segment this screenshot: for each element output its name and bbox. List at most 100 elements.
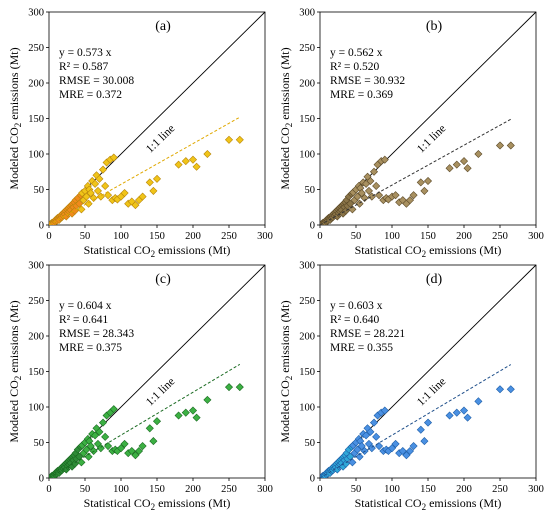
panel-a: 0 50 100 150 200 250 300 0 50 100 150 200 250 300 Stat… bbox=[7, 8, 273, 260]
data-point bbox=[387, 444, 397, 453]
x-axis-label-pre: Statistical CO bbox=[355, 243, 422, 257]
x-tick-label: 100 bbox=[113, 484, 129, 495]
stat-mre: MRE = 0.372 bbox=[59, 89, 122, 101]
data-point bbox=[75, 199, 84, 208]
stat-r2: R² = 0.520 bbox=[330, 61, 379, 73]
data-point bbox=[95, 174, 104, 183]
data-point bbox=[224, 135, 234, 144]
data-point bbox=[101, 432, 110, 441]
x-tick-label: 50 bbox=[351, 231, 362, 242]
y-axis-label-sub: 2 bbox=[284, 376, 294, 381]
x-tick-label: 50 bbox=[80, 231, 91, 242]
data-point bbox=[120, 439, 129, 448]
data-point bbox=[369, 167, 379, 176]
x-tick-label: 200 bbox=[456, 484, 472, 495]
data-point bbox=[357, 189, 366, 198]
y-axis-label-post: emissions (Mt) bbox=[278, 300, 292, 375]
data-point bbox=[452, 408, 461, 417]
stat-r2: R² = 0.641 bbox=[59, 314, 108, 326]
data-point bbox=[357, 442, 366, 451]
stat-r2: R² = 0.640 bbox=[330, 314, 379, 326]
x-axis-label-post: emissions (Mt) bbox=[426, 496, 501, 510]
data-point bbox=[372, 181, 381, 190]
x-tick-label: 100 bbox=[384, 484, 400, 495]
data-point bbox=[77, 458, 86, 467]
data-point bbox=[235, 135, 244, 144]
y-axis-label-post: emissions (Mt) bbox=[7, 47, 21, 122]
data-point bbox=[409, 191, 418, 200]
data-point bbox=[463, 413, 472, 422]
data-point bbox=[495, 385, 505, 394]
data-point bbox=[405, 446, 415, 456]
y-axis-label-sub: 2 bbox=[13, 376, 23, 381]
x-tick-label: 250 bbox=[492, 484, 508, 495]
data-point bbox=[70, 459, 79, 468]
data-point bbox=[149, 437, 158, 446]
data-point bbox=[138, 192, 147, 201]
stat-rmse: RMSE = 28.221 bbox=[330, 328, 405, 340]
data-point bbox=[131, 201, 140, 210]
fit-line bbox=[319, 364, 512, 479]
y-axis-label: Modeled CO2 emissions (Mt) bbox=[7, 300, 23, 442]
data-point bbox=[235, 383, 244, 392]
panel-d: 0 50 100 150 200 250 300 0 50 100 150 200 250 300 Stat… bbox=[278, 261, 544, 513]
x-tick-label: 250 bbox=[221, 231, 237, 242]
x-tick-label: 250 bbox=[492, 231, 508, 242]
data-points bbox=[49, 135, 244, 225]
data-point bbox=[445, 164, 454, 173]
x-tick-label: 200 bbox=[456, 231, 472, 242]
x-tick-label: 200 bbox=[185, 484, 201, 495]
y-axis-label-sub: 2 bbox=[13, 123, 23, 128]
y-tick-label: 0 bbox=[39, 221, 44, 232]
y-axis-label: Modeled CO2 emissions (Mt) bbox=[7, 47, 23, 189]
fit-line bbox=[48, 116, 241, 226]
data-point bbox=[405, 196, 415, 205]
x-tick-label: 100 bbox=[113, 231, 129, 242]
one-to-one-label: 1:1 line bbox=[144, 376, 177, 409]
data-point bbox=[152, 174, 162, 183]
x-tick-label: 300 bbox=[257, 484, 273, 495]
stat-mre: MRE = 0.375 bbox=[59, 342, 122, 354]
stat-rmse: RMSE = 30.932 bbox=[330, 75, 405, 87]
data-point bbox=[82, 445, 91, 454]
data-point bbox=[70, 206, 79, 215]
data-point bbox=[138, 442, 147, 451]
one-to-one-label: 1:1 line bbox=[415, 376, 448, 409]
stat-equation: y = 0.604 x bbox=[59, 300, 112, 312]
x-tick-label: 100 bbox=[384, 231, 400, 242]
stat-rmse: RMSE = 28.343 bbox=[59, 328, 134, 340]
data-point bbox=[398, 446, 407, 456]
fit-line bbox=[319, 118, 512, 226]
panel-b: 0 50 100 150 200 250 300 0 50 100 150 200 250 300 Stat… bbox=[278, 8, 544, 260]
data-point bbox=[224, 383, 234, 392]
y-axis-label-pre: Modeled CO bbox=[278, 380, 292, 443]
x-axis-label: Statistical CO2 emissions (Mt) bbox=[355, 243, 502, 259]
data-point bbox=[420, 437, 429, 446]
fit-line bbox=[48, 363, 241, 479]
panel-label: (a) bbox=[155, 19, 171, 34]
y-tick-label: 200 bbox=[299, 332, 315, 343]
data-point bbox=[145, 424, 154, 433]
y-tick-label: 300 bbox=[28, 261, 44, 272]
data-points bbox=[320, 385, 515, 478]
data-point bbox=[416, 178, 425, 187]
data-point bbox=[109, 153, 118, 162]
y-tick-label: 50 bbox=[34, 185, 45, 196]
data-point bbox=[98, 165, 108, 174]
x-axis-label-pre: Statistical CO bbox=[84, 496, 151, 510]
data-point bbox=[181, 408, 190, 417]
data-point bbox=[98, 418, 108, 427]
stat-r2: R² = 0.587 bbox=[59, 61, 108, 73]
x-axis-label-sub: 2 bbox=[151, 249, 156, 259]
y-tick-label: 150 bbox=[299, 367, 315, 378]
stat-mre: MRE = 0.355 bbox=[330, 342, 393, 354]
data-point bbox=[86, 189, 95, 198]
y-tick-label: 150 bbox=[28, 114, 44, 125]
data-point bbox=[104, 442, 113, 451]
panel-label: (c) bbox=[155, 272, 171, 287]
y-tick-label: 250 bbox=[28, 43, 44, 54]
y-tick-label: 0 bbox=[39, 474, 44, 485]
x-tick-label: 150 bbox=[420, 231, 436, 242]
y-tick-label: 50 bbox=[305, 185, 316, 196]
y-tick-label: 250 bbox=[299, 296, 315, 307]
